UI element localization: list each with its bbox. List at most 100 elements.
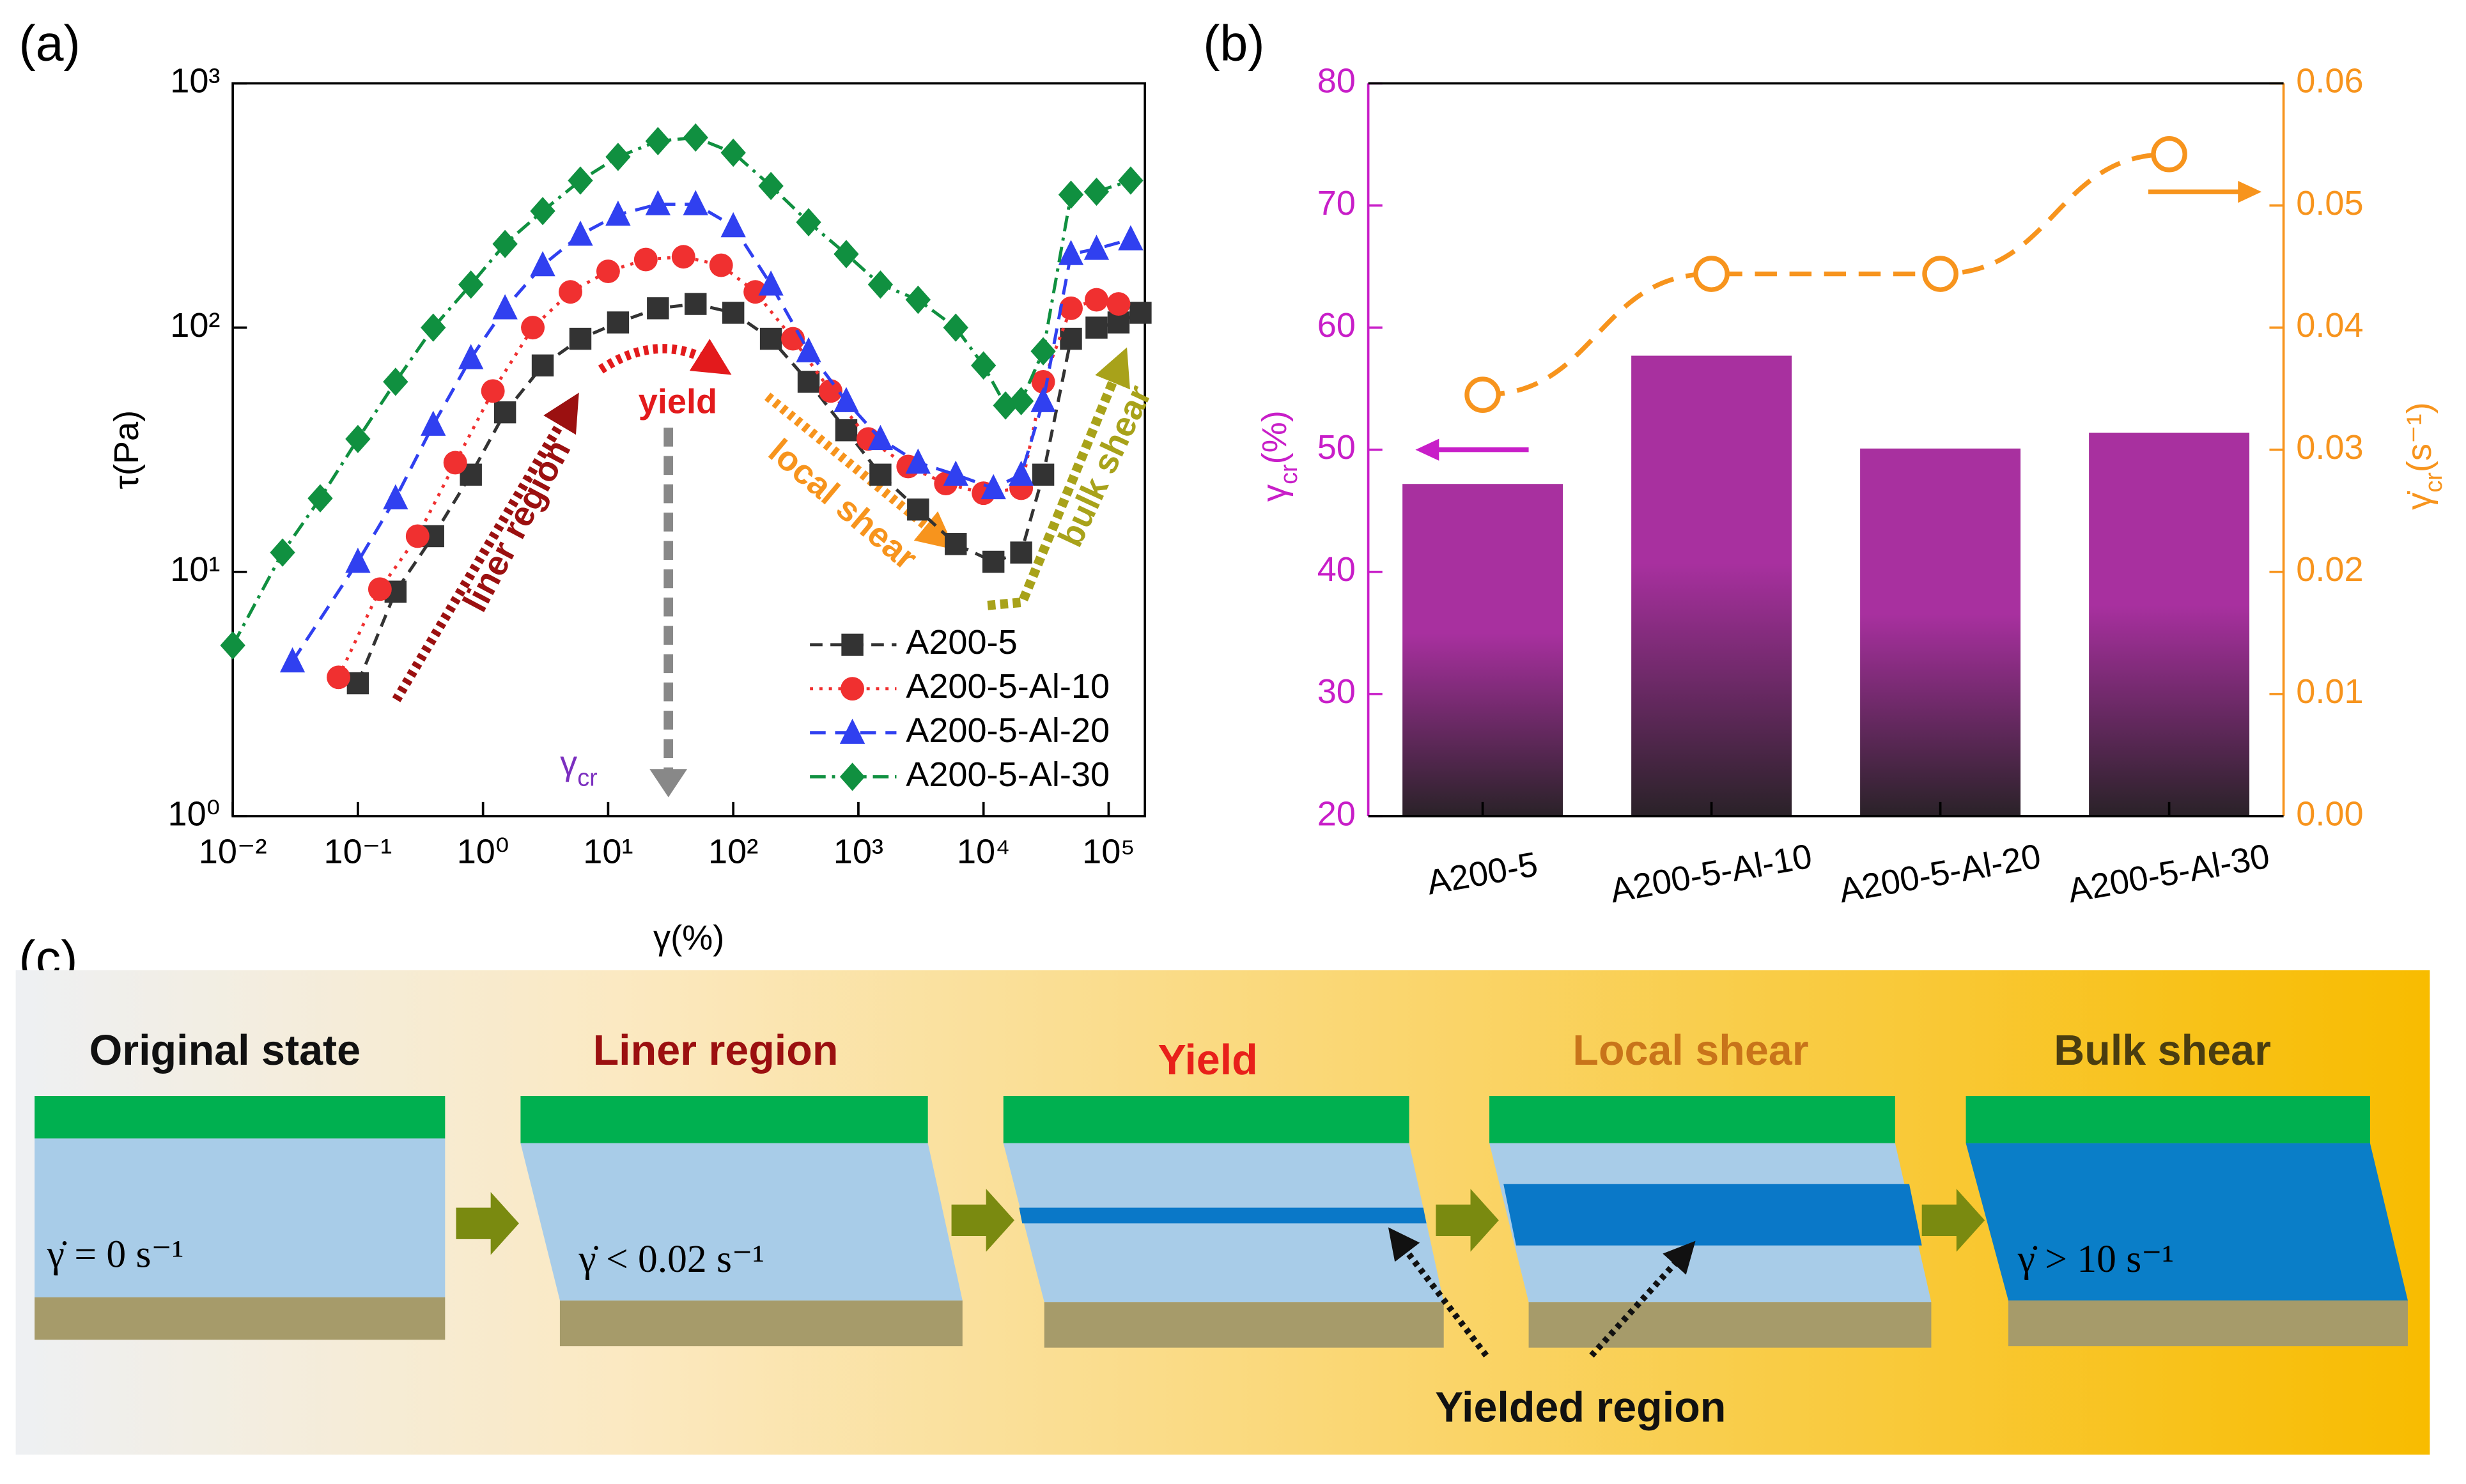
marker [685, 293, 707, 315]
marker [1085, 316, 1108, 339]
marker [869, 463, 892, 486]
marker [307, 484, 333, 513]
label-subscript: cr [577, 764, 598, 791]
annotation: γcr [560, 745, 598, 792]
state-original [35, 1095, 446, 1340]
marker [758, 171, 784, 201]
marker [647, 297, 669, 320]
legend-marker [839, 718, 865, 744]
x-tick-label: A200-5 [1424, 845, 1540, 902]
y2-tick-label: 0.04 [2296, 306, 2363, 344]
label-subscript: cr [2421, 472, 2447, 493]
legend-marker [841, 633, 864, 656]
y-tick-label: 20 [1317, 794, 1356, 833]
marker [834, 240, 859, 268]
marker [559, 280, 582, 304]
plot-frame [231, 82, 1147, 817]
state-bulk [1966, 1095, 2408, 1347]
marker [2151, 135, 2187, 173]
marker [720, 212, 746, 238]
marker [834, 387, 859, 412]
marker [683, 123, 708, 152]
marker [905, 285, 931, 314]
marker [982, 550, 1005, 573]
y2-tick-label: 0.01 [2296, 672, 2363, 711]
marker [796, 208, 821, 236]
marker [1059, 296, 1083, 320]
marker [1058, 240, 1084, 265]
x-tick-label: A200-5-Al-30 [2065, 837, 2272, 910]
marker [970, 351, 996, 380]
y2-tick-label: 0.05 [2296, 184, 2363, 222]
y-tick-label: 80 [1317, 62, 1356, 100]
bar [1860, 448, 2021, 817]
label-unit: (s⁻¹) [2400, 402, 2439, 472]
marker [530, 197, 555, 226]
marker [722, 302, 745, 324]
y2-tick-label: 0.02 [2296, 550, 2363, 589]
marker [493, 401, 516, 424]
axis-arrows [1415, 180, 2262, 461]
state-title: Yield [1158, 1037, 1258, 1084]
x-tick-label: 10⁻¹ [324, 832, 392, 870]
marker [758, 270, 784, 296]
y-tick-label: 10³ [170, 62, 220, 100]
x-axis-label: γ(%) [653, 919, 724, 957]
y2-tick-label: 0.03 [2296, 428, 2363, 467]
series-line [291, 203, 1131, 663]
marker [1032, 463, 1055, 486]
marker [867, 424, 894, 451]
marker [1464, 376, 1501, 414]
marker [645, 190, 671, 215]
marker [568, 220, 593, 246]
label-symbol: γ [560, 745, 577, 783]
legend-label: A200-5-Al-20 [906, 711, 1110, 750]
label-subscript: cr [1276, 464, 1303, 484]
marker [1922, 256, 1958, 292]
y-tick-label: 70 [1317, 184, 1356, 222]
marker [1008, 460, 1034, 486]
marker [1118, 166, 1144, 195]
marker [835, 419, 858, 442]
marker [383, 484, 408, 509]
marker [492, 229, 518, 258]
x-tick-label: A200-5-Al-10 [1608, 837, 1815, 910]
marker [645, 127, 671, 155]
x-tick-label: 10⁻² [199, 832, 267, 870]
marker [943, 460, 968, 486]
panel-label: (b) [1203, 15, 1264, 72]
y2-tick-label: 0.06 [2296, 62, 2363, 100]
state-title: Bulk shear [2054, 1027, 2271, 1074]
x-tick-label: A200-5-Al-20 [1836, 837, 2043, 910]
marker [1083, 177, 1110, 206]
marker [1083, 235, 1110, 260]
legend-marker [841, 677, 865, 701]
legend-marker [839, 762, 865, 791]
state-title: Liner region [593, 1027, 839, 1074]
marker [596, 259, 620, 283]
label-symbol: γ [1255, 484, 1294, 502]
y-tick-label: 10¹ [170, 550, 220, 589]
marker [569, 327, 592, 350]
marker [346, 672, 369, 695]
marker [383, 367, 408, 396]
y-tick-label: 10² [170, 306, 220, 344]
legend-label: A200-5-Al-10 [906, 667, 1110, 706]
marker [270, 538, 295, 567]
marker [530, 251, 555, 277]
x-tick-label: 10⁰ [457, 832, 509, 870]
label-symbol: γ̇ [2400, 491, 2439, 510]
marker [531, 354, 554, 377]
marker [720, 138, 746, 167]
annotation: liner region [456, 433, 578, 617]
x-tick-label: 10⁴ [957, 832, 1010, 870]
marker [279, 647, 306, 673]
state-title: Local shear [1572, 1027, 1808, 1074]
series-line [1482, 151, 2169, 398]
y-tick-label: 10⁰ [168, 794, 221, 833]
annotation: bulk shear [1051, 380, 1159, 553]
y2-tick-label: 0.00 [2296, 794, 2363, 833]
state-local [1489, 1095, 1932, 1348]
label-unit: (%) [1255, 410, 1294, 464]
marker [345, 547, 371, 573]
